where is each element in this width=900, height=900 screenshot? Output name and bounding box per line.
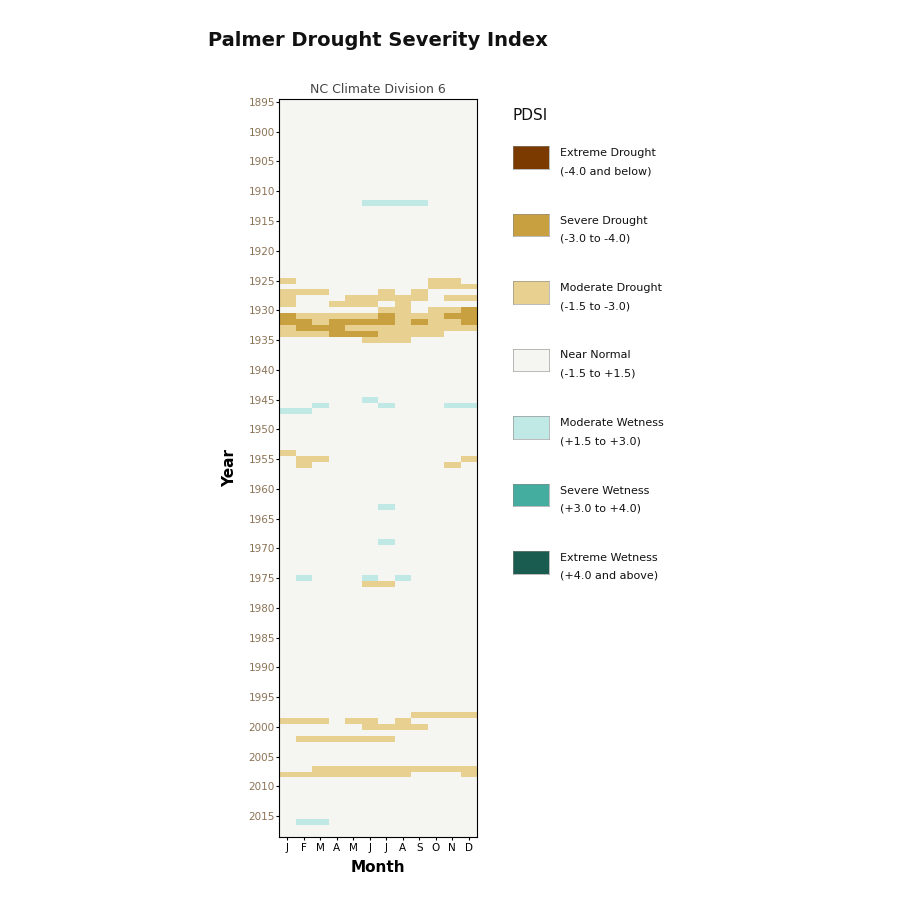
Text: (-1.5 to +1.5): (-1.5 to +1.5) <box>560 368 635 379</box>
Text: (-3.0 to -4.0): (-3.0 to -4.0) <box>560 233 630 244</box>
Text: (+1.5 to +3.0): (+1.5 to +3.0) <box>560 436 641 446</box>
Text: Moderate Drought: Moderate Drought <box>560 283 662 293</box>
Text: Extreme Wetness: Extreme Wetness <box>560 553 657 563</box>
Y-axis label: Year: Year <box>222 449 238 487</box>
Text: (+4.0 and above): (+4.0 and above) <box>560 571 658 581</box>
X-axis label: Month: Month <box>351 860 405 875</box>
Text: (-1.5 to -3.0): (-1.5 to -3.0) <box>560 301 630 311</box>
Text: Severe Drought: Severe Drought <box>560 215 647 226</box>
Text: (-4.0 and below): (-4.0 and below) <box>560 166 652 176</box>
Text: Severe Wetness: Severe Wetness <box>560 485 649 496</box>
Text: (+3.0 to +4.0): (+3.0 to +4.0) <box>560 503 641 514</box>
Text: Extreme Drought: Extreme Drought <box>560 148 656 158</box>
Text: Palmer Drought Severity Index: Palmer Drought Severity Index <box>208 31 548 50</box>
Text: PDSI: PDSI <box>513 108 548 123</box>
Text: Moderate Wetness: Moderate Wetness <box>560 418 663 428</box>
Title: NC Climate Division 6: NC Climate Division 6 <box>310 84 446 96</box>
Text: Near Normal: Near Normal <box>560 350 630 361</box>
